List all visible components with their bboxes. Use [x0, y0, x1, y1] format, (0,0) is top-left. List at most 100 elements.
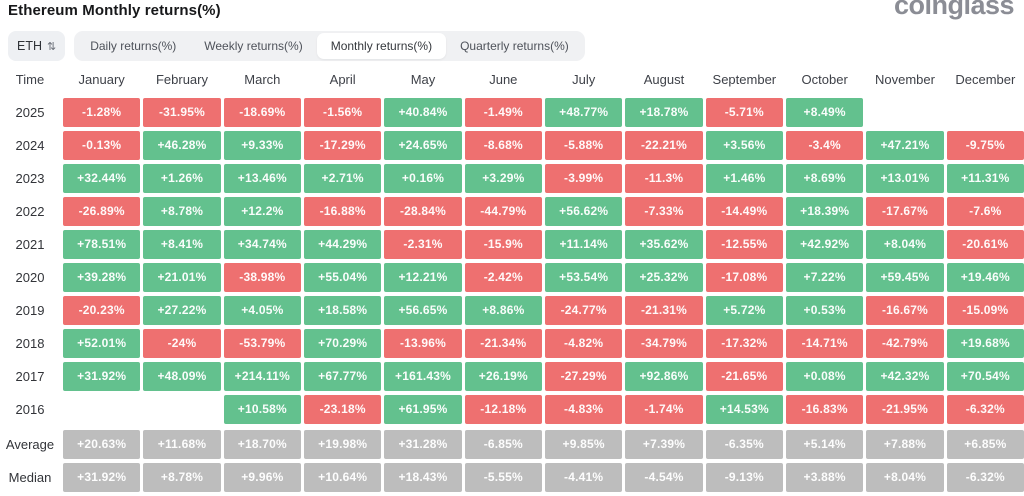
- return-cell: +44.29%: [304, 230, 382, 259]
- row-label: 2022: [15, 204, 45, 219]
- return-cell: +18.43%: [384, 463, 462, 492]
- return-cell: -24%: [143, 329, 221, 358]
- return-cell: +70.54%: [946, 362, 1024, 391]
- return-cell: -6.32%: [946, 463, 1024, 492]
- return-cell: +34.74%: [223, 230, 301, 259]
- return-cell: +8.49%: [786, 98, 864, 127]
- return-cell: -21.65%: [705, 362, 783, 391]
- return-cell: -0.13%: [63, 131, 141, 160]
- return-cell: +55.04%: [304, 263, 382, 292]
- return-cell: +19.98%: [304, 430, 382, 459]
- return-cell: +8.41%: [143, 230, 221, 259]
- return-cell: -21.34%: [464, 329, 542, 358]
- return-cell: +31.92%: [63, 463, 141, 492]
- return-cell: -13.96%: [384, 329, 462, 358]
- return-cell: +48.09%: [143, 362, 221, 391]
- row-label: 2025: [15, 105, 45, 120]
- return-cell: -12.18%: [464, 395, 542, 424]
- return-cell: +1.46%: [705, 164, 783, 193]
- return-cell: +46.28%: [143, 131, 221, 160]
- tab-quarterly-returns[interactable]: Quarterly returns(%): [460, 39, 569, 53]
- return-cell: +4.05%: [223, 296, 301, 325]
- return-cell: +11.68%: [143, 430, 221, 459]
- return-cell: -53.79%: [223, 329, 301, 358]
- return-cell: -17.29%: [304, 131, 382, 160]
- return-cell: -34.79%: [625, 329, 703, 358]
- month-column-header: August: [643, 71, 685, 87]
- return-cell: -5.71%: [705, 98, 783, 127]
- return-cell: -38.98%: [223, 263, 301, 292]
- table-header-row: Time January February March April May June July…: [0, 63, 1024, 95]
- return-cell: +9.85%: [545, 430, 623, 459]
- return-cell: -14.71%: [786, 329, 864, 358]
- return-cell: -4.82%: [545, 329, 623, 358]
- return-cell: +8.78%: [143, 463, 221, 492]
- table-row: 2023 +32.44% +1.26% +13.46% +2.71% +0.16% +3.2…: [0, 164, 1024, 193]
- return-cell: -18.69%: [223, 98, 301, 127]
- return-cell: +11.31%: [946, 164, 1024, 193]
- return-cell: -1.74%: [625, 395, 703, 424]
- row-label: Average: [5, 437, 55, 452]
- return-cell: +47.21%: [866, 131, 944, 160]
- return-cell: +6.85%: [946, 430, 1024, 459]
- return-cell: [63, 395, 140, 424]
- table-row: 2020 +39.28% +21.01% -38.98% +55.04% +12.21% -…: [0, 263, 1024, 292]
- sort-arrows-icon: ⇅: [47, 39, 57, 53]
- return-cell: +19.68%: [946, 329, 1024, 358]
- return-cell: -21.95%: [866, 395, 944, 424]
- return-cell: +214.11%: [223, 362, 301, 391]
- return-cell: -16.83%: [786, 395, 864, 424]
- table-row: 2025 -1.28% -31.95% -18.69% -1.56% +40.84% -1.…: [0, 98, 1024, 127]
- month-column-header: July: [572, 71, 596, 87]
- return-cell: -17.32%: [705, 329, 783, 358]
- return-cell: +61.95%: [384, 395, 462, 424]
- tab-daily-returns[interactable]: Daily returns(%): [90, 39, 177, 53]
- return-cell: -14.49%: [705, 197, 783, 226]
- return-cell: +78.51%: [63, 230, 141, 259]
- month-column-header: January: [78, 71, 125, 87]
- return-cell: +3.56%: [705, 131, 783, 160]
- return-cell: +19.46%: [946, 263, 1024, 292]
- return-cell: +0.53%: [786, 296, 864, 325]
- return-cell: -1.56%: [304, 98, 382, 127]
- return-cell: -5.88%: [545, 131, 623, 160]
- tab-monthly-returns[interactable]: Monthly returns(%): [316, 33, 447, 59]
- return-cell: +18.58%: [304, 296, 382, 325]
- table-row: 2018 +52.01% -24% -53.79% +70.29% -13.96% -21.…: [0, 329, 1024, 358]
- return-cell: +10.64%: [304, 463, 382, 492]
- tab-weekly-returns[interactable]: Weekly returns(%): [204, 39, 303, 53]
- row-label: 2016: [15, 402, 45, 417]
- return-cell: +8.69%: [786, 164, 864, 193]
- return-cell: -31.95%: [143, 98, 221, 127]
- table-row: 2021 +78.51% +8.41% +34.74% +44.29% -2.31% -15…: [0, 230, 1024, 259]
- return-cell: -9.75%: [946, 131, 1024, 160]
- return-cell: +13.01%: [866, 164, 944, 193]
- return-cell: +9.96%: [223, 463, 301, 492]
- return-cell: -6.35%: [705, 430, 783, 459]
- return-cell: +10.58%: [223, 395, 301, 424]
- row-label: 2017: [15, 369, 45, 384]
- return-cell: -42.79%: [866, 329, 944, 358]
- month-column-header: October: [801, 71, 848, 87]
- return-cell: +18.78%: [625, 98, 703, 127]
- return-cell: +48.77%: [545, 98, 623, 127]
- table-row: 2016 +10.58% -23.18% +61.95% -12.18% -4.83% -1…: [0, 395, 1024, 424]
- return-cell: -22.21%: [625, 131, 703, 160]
- return-cell: +25.32%: [625, 263, 703, 292]
- return-cell: +12.21%: [384, 263, 462, 292]
- return-cell: -20.61%: [946, 230, 1024, 259]
- month-column-header: November: [875, 71, 935, 87]
- return-cell: [143, 395, 220, 424]
- return-cell: -17.67%: [866, 197, 944, 226]
- return-cell: +27.22%: [143, 296, 221, 325]
- return-cell: +53.54%: [545, 263, 623, 292]
- return-cell: [866, 98, 943, 127]
- month-column-header: April: [329, 71, 356, 87]
- table-row: 2019 -20.23% +27.22% +4.05% +18.58% +56.65% +8…: [0, 296, 1024, 325]
- return-cell: +52.01%: [63, 329, 141, 358]
- return-cell: +11.14%: [545, 230, 623, 259]
- return-cell: -15.09%: [946, 296, 1024, 325]
- return-cell: +8.86%: [464, 296, 542, 325]
- symbol-select[interactable]: ETH ⇅: [8, 31, 66, 61]
- return-cell: +18.70%: [223, 430, 301, 459]
